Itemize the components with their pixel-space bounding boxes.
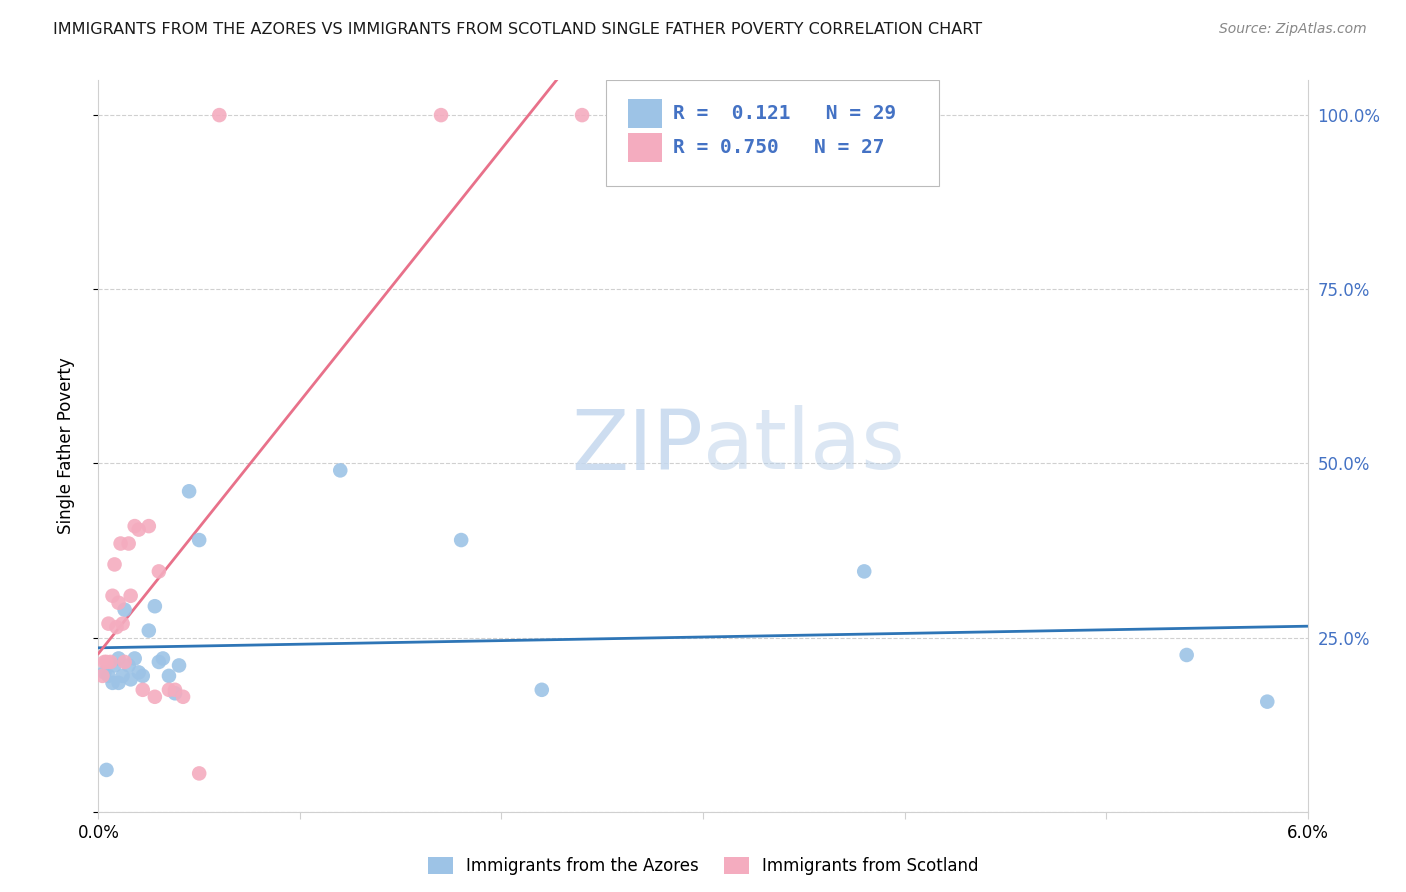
Point bbox=[118, 536, 141, 550]
Point bbox=[148, 655, 170, 669]
Point bbox=[188, 533, 211, 547]
Point bbox=[120, 673, 142, 687]
Point bbox=[118, 658, 141, 673]
Point bbox=[96, 655, 118, 669]
Point bbox=[1256, 695, 1278, 709]
Point bbox=[97, 616, 120, 631]
Point bbox=[111, 616, 134, 631]
Point bbox=[107, 676, 129, 690]
Point bbox=[188, 766, 211, 780]
Point bbox=[93, 655, 115, 669]
Point bbox=[138, 624, 160, 638]
Point bbox=[128, 665, 150, 680]
Legend: Immigrants from the Azores, Immigrants from Scotland: Immigrants from the Azores, Immigrants f… bbox=[427, 856, 979, 875]
Point bbox=[128, 523, 150, 537]
Point bbox=[91, 669, 114, 683]
Point bbox=[530, 682, 553, 697]
Point bbox=[97, 669, 120, 683]
Point bbox=[430, 108, 453, 122]
Point bbox=[107, 651, 129, 665]
Point bbox=[120, 589, 142, 603]
Point bbox=[96, 763, 118, 777]
Point bbox=[167, 658, 190, 673]
Point bbox=[329, 463, 352, 477]
Point bbox=[853, 565, 876, 579]
FancyBboxPatch shape bbox=[606, 80, 939, 186]
Point bbox=[107, 596, 129, 610]
Text: Source: ZipAtlas.com: Source: ZipAtlas.com bbox=[1219, 22, 1367, 37]
Point bbox=[110, 536, 132, 550]
Point bbox=[124, 651, 146, 665]
Point bbox=[124, 519, 146, 533]
Point bbox=[179, 484, 201, 499]
Point bbox=[103, 658, 125, 673]
Text: R =  0.121   N = 29: R = 0.121 N = 29 bbox=[672, 103, 896, 123]
Text: IMMIGRANTS FROM THE AZORES VS IMMIGRANTS FROM SCOTLAND SINGLE FATHER POVERTY COR: IMMIGRANTS FROM THE AZORES VS IMMIGRANTS… bbox=[53, 22, 983, 37]
Text: atlas: atlas bbox=[703, 406, 904, 486]
Point bbox=[208, 108, 231, 122]
Text: ZIP: ZIP bbox=[571, 406, 703, 486]
Point bbox=[152, 651, 174, 665]
Point bbox=[101, 589, 124, 603]
Point bbox=[114, 603, 136, 617]
Point bbox=[143, 690, 166, 704]
Point bbox=[157, 682, 180, 697]
Point bbox=[132, 682, 155, 697]
Y-axis label: Single Father Poverty: Single Father Poverty bbox=[56, 358, 75, 534]
Point bbox=[143, 599, 166, 614]
Point bbox=[172, 690, 194, 704]
Point bbox=[101, 676, 124, 690]
Point bbox=[105, 620, 128, 634]
Point bbox=[163, 686, 186, 700]
Point bbox=[111, 669, 134, 683]
Point bbox=[157, 669, 180, 683]
Point bbox=[163, 682, 186, 697]
FancyBboxPatch shape bbox=[628, 133, 662, 162]
Point bbox=[148, 565, 170, 579]
Point bbox=[450, 533, 472, 547]
Point bbox=[571, 108, 593, 122]
Point bbox=[103, 558, 125, 572]
Point bbox=[138, 519, 160, 533]
Point bbox=[93, 665, 115, 680]
Text: R = 0.750   N = 27: R = 0.750 N = 27 bbox=[672, 138, 884, 157]
Point bbox=[132, 669, 155, 683]
Point bbox=[100, 655, 122, 669]
FancyBboxPatch shape bbox=[628, 99, 662, 128]
Point bbox=[1175, 648, 1198, 662]
Point bbox=[114, 655, 136, 669]
